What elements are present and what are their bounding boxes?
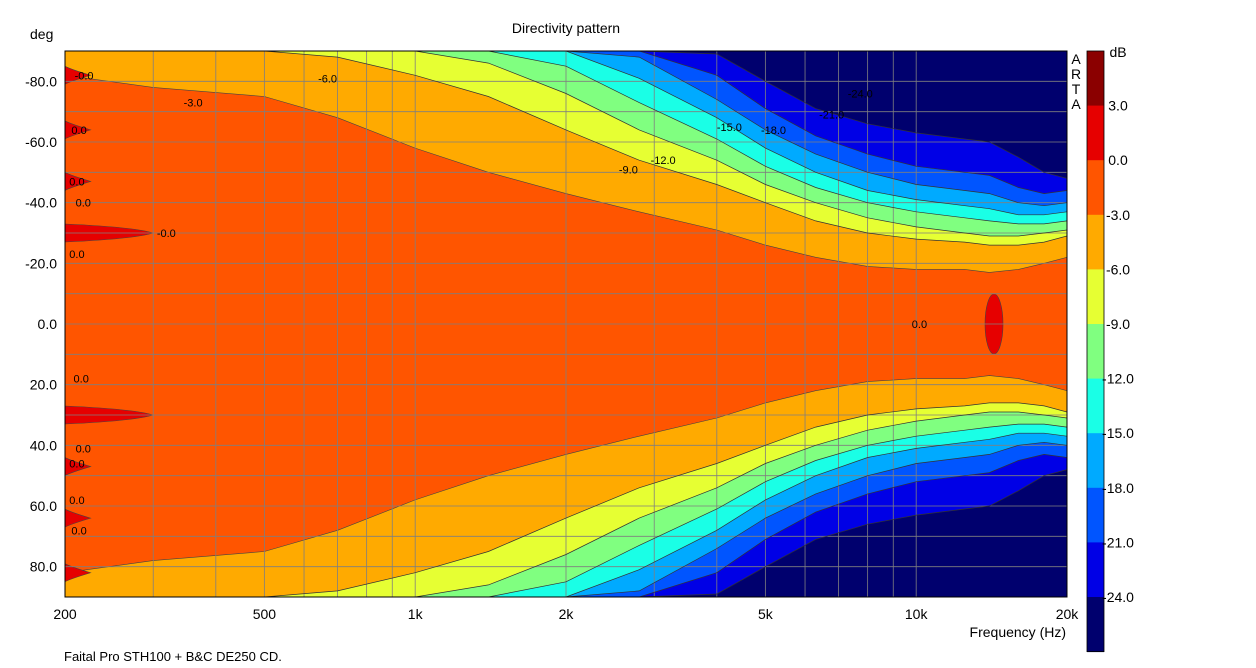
colorbar-tick-label: -12.0 xyxy=(1102,371,1134,387)
colorbar-segment xyxy=(1087,51,1104,107)
y-tick-label: -60.0 xyxy=(25,134,57,150)
colorbar-tick-label: -15.0 xyxy=(1102,425,1134,441)
contour-label: 0.0 xyxy=(69,249,84,261)
contour-label: 0.0 xyxy=(76,198,91,210)
y-tick-label: 40.0 xyxy=(30,437,57,453)
x-tick-label: 2k xyxy=(559,606,575,622)
plot-frame xyxy=(64,50,1068,598)
contour-label: 0.0 xyxy=(71,525,86,537)
colorbar-segment xyxy=(1087,160,1104,216)
colorbar-tick-label: -18.0 xyxy=(1102,480,1134,496)
contour-label: -0.0 xyxy=(157,228,176,240)
x-tick-label: 1k xyxy=(408,606,424,622)
contour-line xyxy=(65,51,1067,207)
chart-title: Directivity pattern xyxy=(512,20,620,36)
contour-label: 0.0 xyxy=(69,495,84,507)
y-tick-label: -80.0 xyxy=(25,73,57,89)
colorbar-frame xyxy=(1086,50,1105,652)
contour-label: 0.0 xyxy=(69,459,84,471)
contour-line xyxy=(65,51,1067,216)
colorbar-tick-label: -21.0 xyxy=(1102,534,1134,550)
contour-label: -3.0 xyxy=(184,98,203,110)
y-tick-labels: -80.0 -60.0 -40.0 -20.0 0.0 20.0 40.0 60.0 80.0 xyxy=(25,73,57,574)
contour-line xyxy=(65,423,1067,597)
contour-label: 0.0 xyxy=(69,176,84,188)
colorbar-tick-label: 0.0 xyxy=(1108,152,1128,168)
contour-label: 0.0 xyxy=(912,319,927,331)
colorbar-segment xyxy=(1087,105,1104,161)
x-tick-label: 200 xyxy=(53,606,77,622)
colorbar-tick-label: -24.0 xyxy=(1102,589,1134,605)
x-tick-label: 5k xyxy=(758,606,774,622)
plot-area: -0.0 -6.0 -3.0 0.0 -24.0 -21.0 -18.0 -15.0 -12.0… xyxy=(65,51,1067,597)
contour-label: -18.0 xyxy=(761,125,786,137)
x-tick-labels: 200 500 1k 2k 5k 10k 20k xyxy=(53,606,1079,622)
lobe-region xyxy=(65,508,92,528)
lobe-region xyxy=(65,120,92,140)
colorbar-segment xyxy=(1087,269,1104,325)
colorbar-tick-labels: 3.0 0.0 -3.0 -6.0 -9.0 -12.0 -15.0 -18.0 -21.0 -2… xyxy=(1102,98,1134,605)
x-axis-label: Frequency (Hz) xyxy=(970,624,1066,640)
contour-label: -0.0 xyxy=(75,70,94,82)
lobe-region xyxy=(65,563,92,583)
y-tick-label: 60.0 xyxy=(30,498,57,514)
colorbar-segment xyxy=(1087,597,1104,653)
contour-line xyxy=(65,441,1067,597)
x-tick-label: 10k xyxy=(905,606,929,622)
colorbar xyxy=(1086,50,1105,653)
watermark-letter: A xyxy=(1071,96,1081,112)
contour-label: -6.0 xyxy=(318,73,337,85)
y-axis-label: deg xyxy=(30,26,53,42)
y-tick-label: 80.0 xyxy=(30,559,57,575)
contour-line xyxy=(65,51,1067,237)
contour-line xyxy=(65,51,1067,179)
contour-label: -21.0 xyxy=(819,110,844,122)
contour-line xyxy=(65,51,1067,194)
contour-label: -12.0 xyxy=(651,155,676,167)
contour-line xyxy=(65,402,1067,597)
contour-label: 0.0 xyxy=(71,125,86,137)
colorbar-tick-label: 3.0 xyxy=(1108,98,1128,114)
lobe-region xyxy=(65,65,92,85)
contour-label: 0.0 xyxy=(74,374,89,386)
contour-line xyxy=(65,469,1067,597)
watermark-letter: T xyxy=(1072,81,1081,97)
colorbar-segment xyxy=(1087,433,1104,489)
y-tick-label: -40.0 xyxy=(25,195,57,211)
colorbar-segment xyxy=(1087,487,1104,543)
colorbar-segment xyxy=(1087,542,1104,598)
contour-labels: -0.0 -6.0 -3.0 0.0 -24.0 -21.0 -18.0 -15.0 -12.0… xyxy=(69,70,927,537)
colorbar-tick-label: -3.0 xyxy=(1106,207,1130,223)
contour-lines xyxy=(65,51,1067,597)
watermark-letter: R xyxy=(1071,66,1081,82)
contour-label: -9.0 xyxy=(619,164,638,176)
x-tick-label: 500 xyxy=(253,606,277,622)
lobe-region xyxy=(65,457,92,476)
y-tick-label: 0.0 xyxy=(38,316,58,332)
contour-line xyxy=(65,51,1067,246)
contour-line xyxy=(65,411,1067,597)
contour-label: 0.0 xyxy=(76,443,91,455)
x-tick-label: 20k xyxy=(1056,606,1080,622)
colorbar-segment xyxy=(1087,378,1104,434)
lobe-region xyxy=(65,172,92,191)
y-tick-label: 20.0 xyxy=(30,377,57,393)
colorbar-segment xyxy=(1087,214,1104,270)
colorbar-segment xyxy=(1087,324,1104,380)
colorbar-tick-label: -9.0 xyxy=(1106,316,1130,332)
contour-label: -15.0 xyxy=(717,122,742,134)
chart-caption: Faital Pro STH100 + B&C DE250 CD. xyxy=(64,649,282,664)
colorbar-tick-label: -6.0 xyxy=(1106,261,1130,277)
contour-line xyxy=(65,51,1067,225)
contour-label: -24.0 xyxy=(848,88,873,100)
y-tick-label: -20.0 xyxy=(25,255,57,271)
grid-lines xyxy=(65,51,1067,597)
contour-line xyxy=(65,432,1067,597)
contour-line xyxy=(65,454,1067,597)
colorbar-unit-label: dB xyxy=(1109,44,1126,60)
watermark-letter: A xyxy=(1071,51,1081,67)
